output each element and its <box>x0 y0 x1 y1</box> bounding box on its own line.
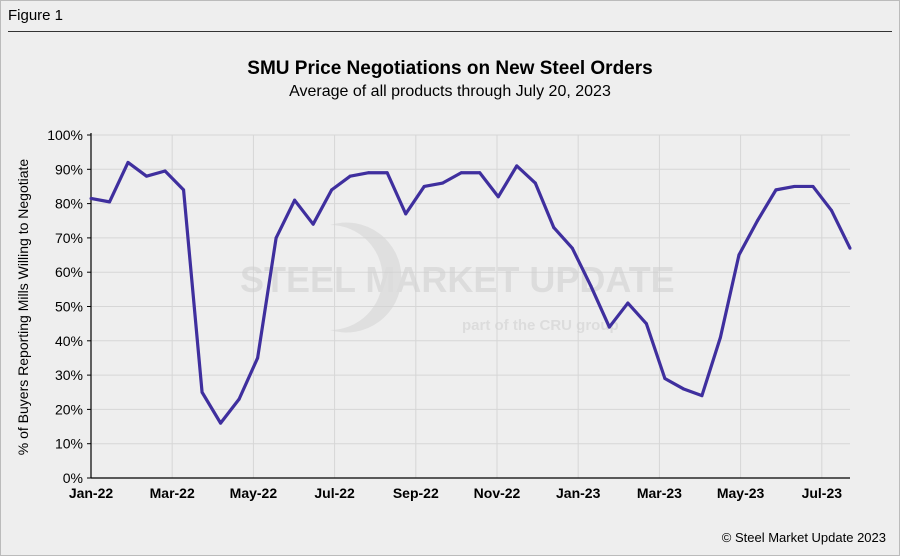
data-point <box>533 181 537 185</box>
data-point <box>404 212 408 216</box>
y-tick-label: 40% <box>55 333 83 349</box>
y-tick-label: 70% <box>55 230 83 246</box>
data-point <box>792 184 796 188</box>
y-tick-label: 60% <box>55 264 83 280</box>
x-tick-label: Nov-22 <box>474 485 521 501</box>
data-point <box>737 253 741 257</box>
x-tick-label: Jul-23 <box>802 485 843 501</box>
y-tick-label: 100% <box>47 127 83 143</box>
data-point <box>163 169 167 173</box>
data-point <box>626 301 630 305</box>
y-tick-label: 10% <box>55 436 83 452</box>
x-tick-label: May-22 <box>230 485 278 501</box>
data-point <box>330 188 334 192</box>
y-tick-label: 90% <box>55 161 83 177</box>
data-point <box>126 160 130 164</box>
series-line <box>90 160 852 425</box>
data-point <box>829 208 833 212</box>
data-point <box>348 174 352 178</box>
data-point <box>700 394 704 398</box>
data-point <box>774 188 778 192</box>
data-point <box>644 322 648 326</box>
x-tick-label: Mar-23 <box>637 485 682 501</box>
data-point <box>681 387 685 391</box>
x-tick-label: May-23 <box>717 485 765 501</box>
data-point <box>607 325 611 329</box>
y-axis-label: % of Buyers Reporting Mills Willing to N… <box>15 159 31 456</box>
data-point <box>552 226 556 230</box>
copyright: © Steel Market Update 2023 <box>721 530 886 545</box>
data-point <box>145 174 149 178</box>
data-point <box>274 236 278 240</box>
data-point <box>200 390 204 394</box>
watermark: STEEL MARKET UPDATE part of the CRU grou… <box>240 222 675 334</box>
data-point <box>219 421 223 425</box>
data-point <box>718 335 722 339</box>
data-point <box>311 222 315 226</box>
watermark-text: STEEL MARKET UPDATE <box>240 259 675 300</box>
data-point <box>293 198 297 202</box>
figure-label: Figure 1 <box>8 7 64 24</box>
data-point <box>422 184 426 188</box>
data-point <box>459 171 463 175</box>
data-point <box>89 196 93 200</box>
data-point <box>755 219 759 223</box>
x-tick-label: Mar-22 <box>150 485 195 501</box>
watermark-subtext: part of the CRU group <box>462 317 619 334</box>
x-tick-label: Jul-22 <box>314 485 355 501</box>
data-point <box>367 171 371 175</box>
data-point <box>182 188 186 192</box>
data-point <box>108 200 112 204</box>
data-point <box>441 181 445 185</box>
data-point <box>589 284 593 288</box>
divider <box>8 31 892 32</box>
data-point <box>515 164 519 168</box>
x-tick-label: Jan-23 <box>556 485 601 501</box>
data-point <box>663 377 667 381</box>
data-point <box>237 397 241 401</box>
y-tick-label: 50% <box>55 299 83 315</box>
data-point <box>385 171 389 175</box>
y-tick-label: 20% <box>55 401 83 417</box>
y-tick-label: 30% <box>55 367 83 383</box>
data-point <box>256 356 260 360</box>
x-tick-label: Sep-22 <box>393 485 439 501</box>
data-point <box>496 195 500 199</box>
data-point <box>848 246 852 250</box>
y-tick-label: 0% <box>63 470 83 486</box>
data-point <box>478 171 482 175</box>
x-tick-label: Jan-22 <box>69 485 114 501</box>
data-point <box>570 246 574 250</box>
y-tick-label: 80% <box>55 196 83 212</box>
data-point <box>811 184 815 188</box>
chart-title: SMU Price Negotiations on New Steel Orde… <box>247 58 653 79</box>
chart-subtitle: Average of all products through July 20,… <box>289 83 611 100</box>
watermark-logo-arc <box>330 222 402 333</box>
